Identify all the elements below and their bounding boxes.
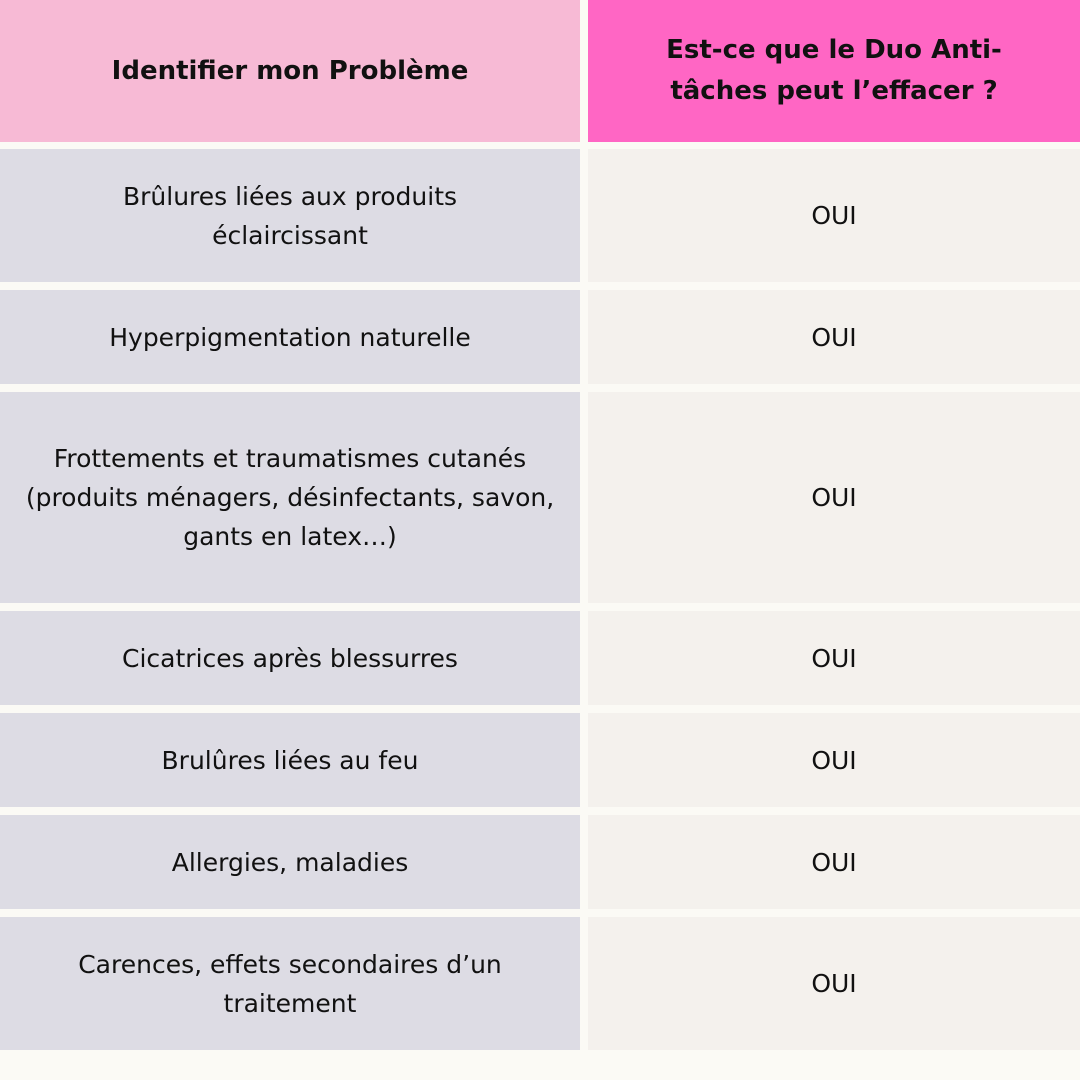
cell-text: OUI [811,643,857,673]
cell-text: OUI [811,745,857,775]
cell-text: Allergies, maladies [171,847,409,877]
header-cell: Identifier mon Problème [0,0,580,142]
table-row: Allergies, maladies OUI [0,815,1080,909]
header-row: Identifier mon Problème Est-ce que le Du… [0,0,1080,142]
table-cell: OUI [588,917,1080,1050]
table-row: Brulûres liées au feu OUI [0,713,1080,807]
table-cell: Hyperpigmentation naturelle [0,290,580,384]
table-cell: OUI [588,290,1080,384]
table-cell: OUI [588,713,1080,807]
table-cell: OUI [588,815,1080,909]
header-text: Identifier mon Problème [111,55,469,86]
cell-text: Hyperpigmentation naturelle [109,322,471,352]
table-row: Hyperpigmentation naturelle OUI [0,290,1080,384]
table-row: Carences, effets secondaires d’un traite… [0,917,1080,1050]
cell-text: OUI [811,201,857,230]
header-cell: Est-ce que le Duo Anti-tâches peut l’eff… [588,0,1080,142]
table-cell: Cicatrices après blessurres [0,611,580,705]
table-row: Frottements et traumatismes cutanés (pro… [0,392,1080,603]
table-row: Cicatrices après blessurres OUI [0,611,1080,705]
table-cell: Carences, effets secondaires d’un traite… [0,917,580,1050]
cell-text: OUI [811,969,857,998]
table-cell: OUI [588,149,1080,282]
table-cell: Brulûres liées au feu [0,713,580,807]
cell-text: Brûlures liées aux produits éclaircissan… [122,181,458,250]
table-cell: Allergies, maladies [0,815,580,909]
table-cell: Frottements et traumatismes cutanés (pro… [0,392,580,603]
cell-text: Frottements et traumatismes cutanés (pro… [25,444,555,551]
header-text: Est-ce que le Duo Anti-tâches peut l’eff… [666,35,1002,106]
cell-text: OUI [811,322,857,352]
table-cell: Brûlures liées aux produits éclaircissan… [0,149,580,282]
table-cell: OUI [588,611,1080,705]
table-row: Brûlures liées aux produits éclaircissan… [0,149,1080,282]
cell-text: Carences, effets secondaires d’un traite… [78,949,502,1018]
cell-text: Cicatrices après blessurres [122,643,458,673]
cell-text: OUI [811,847,857,877]
table-cell: OUI [588,392,1080,603]
cell-text: Brulûres liées au feu [161,745,419,775]
cell-text: OUI [811,483,857,512]
